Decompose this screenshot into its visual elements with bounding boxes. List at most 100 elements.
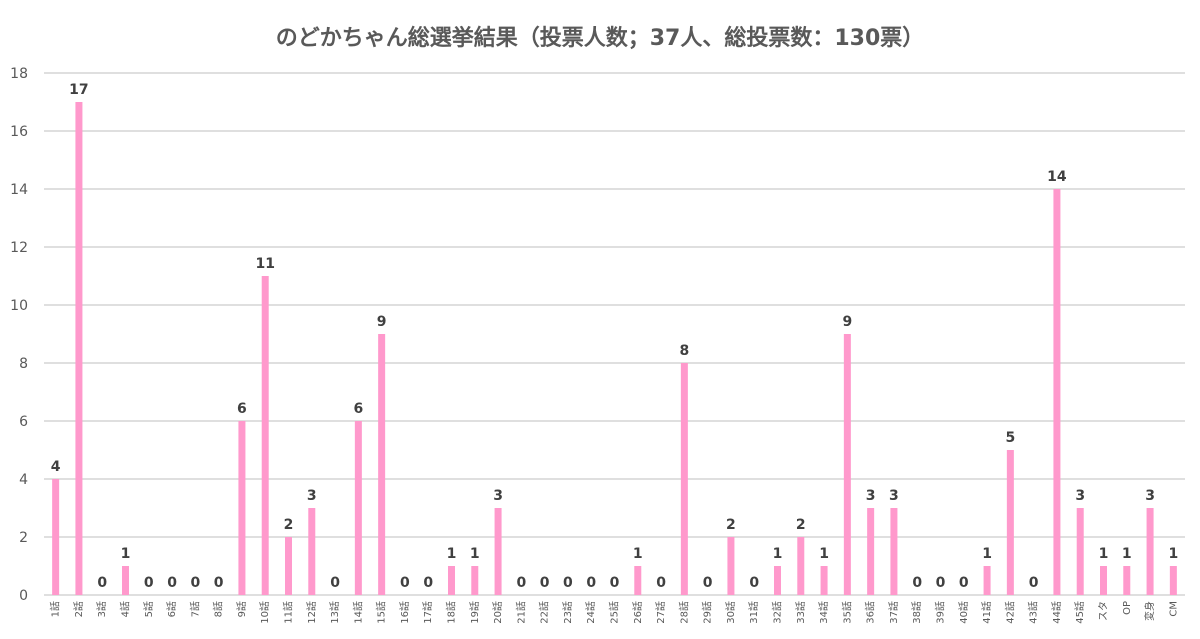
data-label: 14 <box>1047 169 1067 185</box>
data-label: 0 <box>144 575 154 591</box>
bar <box>471 566 479 595</box>
bar <box>1006 450 1014 595</box>
x-tick-label: 変身 <box>1143 601 1156 621</box>
x-tick-label: スタ <box>1098 601 1110 621</box>
data-label: 0 <box>97 575 107 591</box>
x-tick-label: 30話 <box>724 601 737 624</box>
data-label: 9 <box>842 314 852 330</box>
bar <box>308 508 316 595</box>
bar <box>261 276 269 595</box>
bar <box>820 566 828 595</box>
data-label: 0 <box>516 575 526 591</box>
data-label: 3 <box>493 488 503 504</box>
data-label: 1 <box>633 546 643 562</box>
data-label: 6 <box>237 401 247 417</box>
data-label: 3 <box>889 488 899 504</box>
x-tick-label: 8話 <box>212 601 225 617</box>
data-label: 3 <box>1075 488 1085 504</box>
data-label: 1 <box>773 546 783 562</box>
data-label: 1 <box>1168 546 1178 562</box>
x-tick-label: 41話 <box>980 601 993 624</box>
bar <box>1146 508 1154 595</box>
x-axis: 1話 2話 3話 4話 5話 6話 7話 8話 9話 10話 11話 12話 13話 14話 15話 16話 1… <box>49 601 1180 624</box>
data-label: 0 <box>912 575 922 591</box>
x-tick-label: 27話 <box>654 601 667 624</box>
bar <box>238 421 246 595</box>
x-tick-label: 9話 <box>235 601 248 617</box>
bar <box>354 421 362 595</box>
bar <box>1169 566 1177 595</box>
data-label: 0 <box>1029 575 1039 591</box>
bar <box>867 508 875 595</box>
bar <box>378 334 386 595</box>
bar <box>448 566 455 595</box>
data-label: 0 <box>423 575 433 591</box>
x-tick-label: 28話 <box>677 601 690 624</box>
bar <box>983 566 991 595</box>
data-label: 1 <box>1122 546 1132 562</box>
bar <box>1123 566 1131 595</box>
bar <box>797 537 805 595</box>
x-tick-label: 34話 <box>817 601 830 624</box>
y-tick-label: 2 <box>19 530 28 546</box>
y-tick-label: 0 <box>19 588 28 604</box>
bar <box>890 508 898 595</box>
x-tick-label: 36話 <box>864 601 877 624</box>
x-tick-label: 40話 <box>957 601 970 624</box>
x-tick-label: 24話 <box>584 601 597 624</box>
data-label: 0 <box>959 575 969 591</box>
bar <box>75 102 83 595</box>
x-tick-label: 12話 <box>305 601 318 624</box>
data-label: 0 <box>936 575 946 591</box>
x-tick-label: 26話 <box>631 601 644 624</box>
x-tick-label: 42話 <box>1003 601 1016 624</box>
x-tick-label: 5話 <box>142 601 155 617</box>
data-label: 0 <box>540 575 550 591</box>
data-label: 0 <box>586 575 596 591</box>
data-label: 3 <box>1145 488 1155 504</box>
x-tick-label: OP <box>1122 601 1133 615</box>
data-label: 1 <box>819 546 829 562</box>
bar <box>494 508 502 595</box>
y-tick-label: 6 <box>19 414 28 430</box>
data-label: 2 <box>726 517 736 533</box>
data-label: 9 <box>377 314 387 330</box>
bar <box>774 566 781 595</box>
x-tick-label: 11話 <box>282 601 295 624</box>
x-tick-label: 22話 <box>538 601 551 624</box>
data-label: 1 <box>982 546 992 562</box>
bar <box>52 479 60 595</box>
y-tick-label: 12 <box>10 240 28 256</box>
data-label: 3 <box>866 488 876 504</box>
x-tick-label: 43話 <box>1027 601 1040 624</box>
x-tick-label: 1話 <box>49 601 62 617</box>
x-tick-label: 44話 <box>1050 601 1063 624</box>
y-tick-label: 4 <box>19 472 28 488</box>
data-label: 0 <box>400 575 410 591</box>
x-tick-label: 3話 <box>95 601 108 617</box>
x-tick-label: 2話 <box>72 601 85 617</box>
data-label: 0 <box>214 575 224 591</box>
x-tick-label: 45話 <box>1073 601 1086 624</box>
x-tick-label: 37話 <box>887 601 900 624</box>
data-label: 1 <box>121 546 131 562</box>
x-tick-label: 15話 <box>375 601 388 624</box>
x-tick-label: 33話 <box>794 601 807 624</box>
data-label: 2 <box>284 517 294 533</box>
data-label: 0 <box>610 575 620 591</box>
bars <box>52 102 1177 595</box>
bar <box>727 537 735 595</box>
x-tick-label: CM <box>1168 601 1179 617</box>
data-label: 0 <box>190 575 200 591</box>
x-tick-label: 29話 <box>701 601 714 624</box>
x-tick-label: 25話 <box>608 601 621 624</box>
x-tick-label: 19話 <box>468 601 481 624</box>
data-label: 0 <box>749 575 759 591</box>
x-tick-label: 18話 <box>445 601 458 624</box>
x-tick-label: 17話 <box>421 601 434 624</box>
data-label: 1 <box>1099 546 1109 562</box>
